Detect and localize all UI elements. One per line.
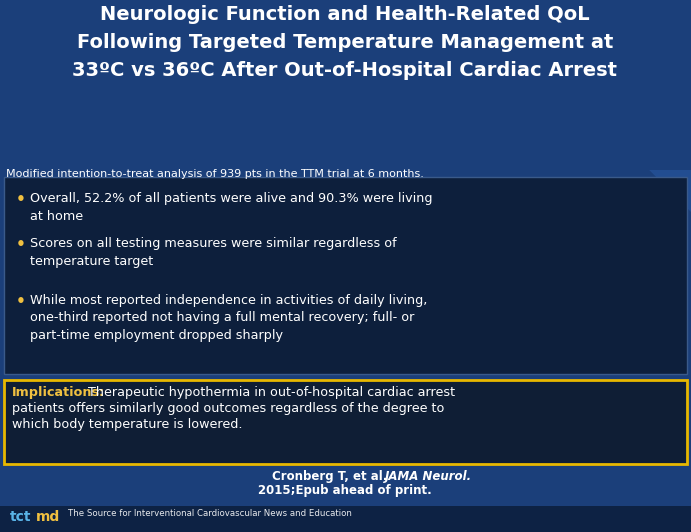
- Text: •: •: [16, 237, 26, 252]
- Text: Scores on all testing measures were similar regardless of
temperature target: Scores on all testing measures were simi…: [30, 237, 397, 268]
- Polygon shape: [480, 0, 691, 212]
- Text: While most reported independence in activities of daily living,
one-third report: While most reported independence in acti…: [30, 294, 427, 342]
- Text: Modified intention-to-treat analysis of 939 pts in the TTM trial at 6 months.: Modified intention-to-treat analysis of …: [6, 169, 424, 179]
- Text: •: •: [16, 294, 26, 309]
- Text: 2015;Epub ahead of print.: 2015;Epub ahead of print.: [258, 484, 432, 497]
- Text: tct: tct: [10, 510, 32, 524]
- Text: patients offers similarly good outcomes regardless of the degree to: patients offers similarly good outcomes …: [12, 402, 444, 415]
- Text: Therapeutic hypothermia in out-of-hospital cardiac arrest: Therapeutic hypothermia in out-of-hospit…: [88, 386, 455, 399]
- Text: which body temperature is lowered.: which body temperature is lowered.: [12, 418, 243, 431]
- Polygon shape: [560, 0, 691, 152]
- Text: JAMA Neurol.: JAMA Neurol.: [385, 470, 472, 483]
- Text: 33ºC vs 36ºC After Out-of-Hospital Cardiac Arrest: 33ºC vs 36ºC After Out-of-Hospital Cardi…: [73, 61, 618, 80]
- Text: The Source for Interventional Cardiovascular News and Education: The Source for Interventional Cardiovasc…: [68, 509, 352, 518]
- Text: •: •: [16, 192, 26, 207]
- Text: md: md: [36, 510, 60, 524]
- FancyBboxPatch shape: [0, 506, 691, 532]
- FancyBboxPatch shape: [0, 0, 691, 170]
- Polygon shape: [430, 0, 691, 112]
- Text: Neurologic Function and Health-Related QoL: Neurologic Function and Health-Related Q…: [100, 5, 590, 24]
- FancyBboxPatch shape: [4, 177, 687, 374]
- Text: Following Targeted Temperature Management at: Following Targeted Temperature Managemen…: [77, 33, 613, 52]
- FancyBboxPatch shape: [4, 380, 687, 464]
- Text: Overall, 52.2% of all patients were alive and 90.3% were living
at home: Overall, 52.2% of all patients were aliv…: [30, 192, 433, 222]
- Text: Implications:: Implications:: [12, 386, 105, 399]
- Text: Cronberg T, et al.: Cronberg T, et al.: [272, 470, 392, 483]
